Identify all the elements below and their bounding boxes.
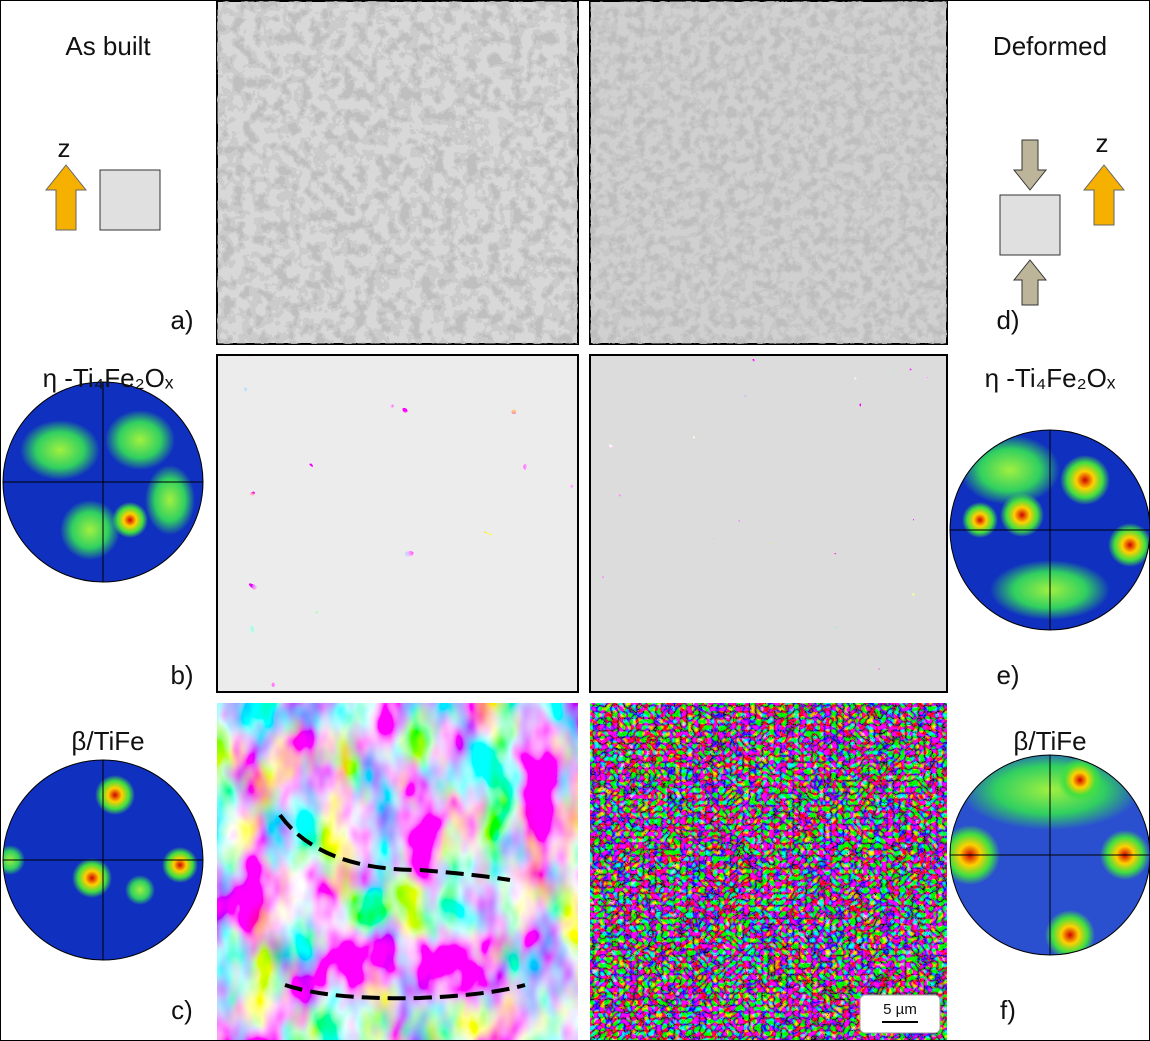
z-label: z — [1096, 128, 1109, 158]
phase-label: η -Ti₄Fe₂Oₓ — [43, 363, 174, 393]
z-arrow — [46, 165, 86, 230]
sample-box — [1000, 195, 1060, 255]
load-arrow — [1014, 260, 1046, 305]
panel-label: b) — [170, 660, 193, 690]
sample-box — [100, 170, 160, 230]
phase-label: β/TiFe — [71, 726, 144, 756]
panel-label: e) — [996, 660, 1019, 690]
panel-label: f) — [1000, 995, 1016, 1025]
panel-label: a) — [170, 305, 193, 335]
column-title: As built — [65, 31, 151, 61]
figure: 5 µm As built z Deformed z η -Ti₄Fe₂Oₓ β… — [0, 0, 1150, 1041]
scale-bar-label: 5 µm — [883, 1001, 917, 1018]
panel-label: d) — [996, 305, 1019, 335]
phase-label: η -Ti₄Fe₂Oₓ — [985, 363, 1116, 393]
z-label: z — [58, 133, 71, 163]
micrographs — [217, 1, 947, 1040]
phase-label: β/TiFe — [1013, 726, 1086, 756]
load-arrow — [1014, 140, 1046, 190]
panel-label: c) — [171, 995, 193, 1025]
column-title: Deformed — [993, 31, 1107, 61]
z-arrow — [1084, 165, 1124, 225]
